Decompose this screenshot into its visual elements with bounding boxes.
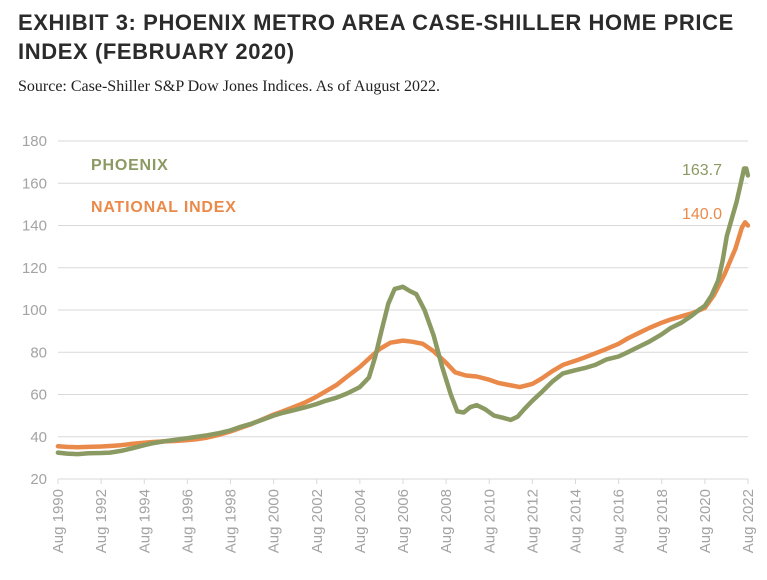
x-tick-label: Aug 2010 <box>481 489 498 553</box>
gridlines <box>58 140 748 480</box>
y-tick-label: 160 <box>22 175 47 192</box>
x-tick-label: Aug 2000 <box>266 489 283 553</box>
legend-label-national-index: NATIONAL INDEX <box>91 199 237 216</box>
end-value-label: 163.7 <box>682 162 722 179</box>
x-tick-label: Aug 2002 <box>309 489 326 553</box>
x-tick-label: Aug 2008 <box>438 489 455 553</box>
series-lines <box>55 166 751 457</box>
y-tick-label: 140 <box>22 218 47 235</box>
end-value-label: 140.0 <box>682 206 722 223</box>
x-tick-label: Aug 1992 <box>93 489 110 553</box>
x-tick-label: Aug 2022 <box>740 489 757 553</box>
x-tick-label: Aug 1998 <box>223 489 240 553</box>
x-tick-label: Aug 1994 <box>136 489 153 553</box>
y-tick-label: 60 <box>30 387 47 404</box>
y-tick-label: 100 <box>22 302 47 319</box>
y-tick-label: 180 <box>22 133 47 150</box>
legend: PHOENIX NATIONAL INDEX <box>91 157 237 216</box>
x-tick-label: Aug 1990 <box>50 489 67 553</box>
x-tick-label: Aug 2018 <box>654 489 671 553</box>
page-title: EXHIBIT 3: PHOENIX METRO AREA CASE-SHILL… <box>18 10 734 64</box>
legend-label-phoenix: PHOENIX <box>91 157 169 174</box>
series-line-national-index <box>55 220 751 450</box>
end-value-labels: 163.7 140.0 <box>682 162 722 223</box>
x-axis: Aug 1990 Aug 1992 Aug 1994 Aug 1996 Aug 1998… <box>50 479 757 553</box>
x-tick-label: Aug 2016 <box>611 489 628 553</box>
series-line-phoenix <box>55 166 751 457</box>
x-tick-label: Aug 2012 <box>524 489 541 553</box>
y-axis: 20 40 60 80 100 120 140 160 180 <box>22 133 47 488</box>
x-tick-label: Aug 2004 <box>352 489 369 553</box>
x-tick-label: Aug 2014 <box>568 489 585 553</box>
x-tick-label: Aug 2020 <box>697 489 714 553</box>
y-tick-label: 120 <box>22 260 47 277</box>
y-tick-label: 80 <box>30 344 47 361</box>
y-tick-label: 20 <box>30 471 47 488</box>
y-tick-label: 40 <box>30 429 47 446</box>
source-note: Source: Case-Shiller S&P Dow Jones Indic… <box>18 78 441 95</box>
x-tick-label: Aug 1996 <box>179 489 196 553</box>
x-tick-label: Aug 2006 <box>395 489 412 553</box>
